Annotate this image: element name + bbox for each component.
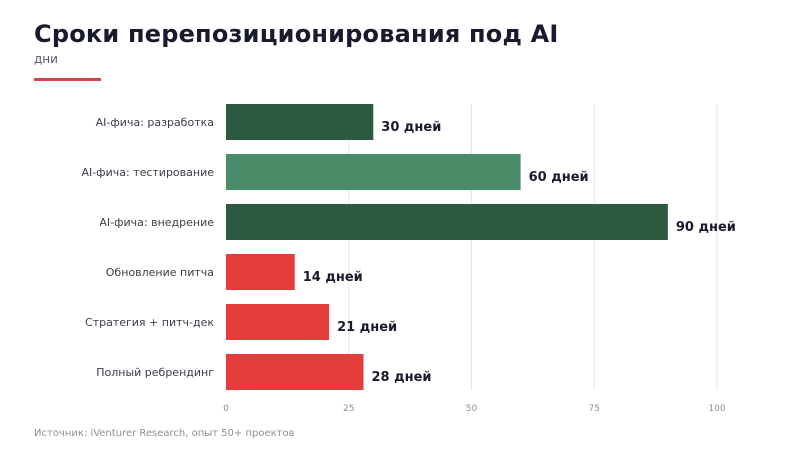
value-label: 28 дней: [371, 370, 431, 385]
bar: [226, 254, 295, 290]
x-axis-ticks: 0 25 50 75 100: [223, 404, 726, 414]
category-label: AI-фича: разработка: [96, 116, 214, 129]
x-tick-label: 0: [223, 404, 229, 414]
value-label: 21 дней: [337, 320, 397, 335]
value-label: 14 дней: [303, 270, 363, 285]
category-label: Стратегия + питч-дек: [85, 316, 214, 329]
bar: [226, 354, 364, 390]
bar: [226, 304, 330, 340]
value-labels: 30 дней 60 дней 90 дней 14 дней 21 дней 28 дн…: [303, 120, 736, 385]
bar: [226, 104, 374, 140]
x-tick-label: 25: [343, 404, 354, 414]
category-label: Обновление питча: [106, 266, 214, 279]
value-label: 30 дней: [381, 120, 441, 135]
bars: [226, 104, 668, 390]
x-tick-label: 75: [589, 404, 600, 414]
category-label: AI-фича: тестирование: [81, 166, 214, 179]
x-tick-label: 100: [708, 404, 725, 414]
category-label: Полный ребрендинг: [96, 366, 214, 379]
x-tick-label: 50: [466, 404, 478, 414]
chart-subtitle: дни: [34, 52, 58, 66]
category-labels: AI-фича: разработка AI-фича: тестирование…: [81, 116, 214, 379]
chart-title: Сроки перепозиционирования под AI: [34, 20, 559, 48]
bar: [226, 154, 521, 190]
value-label: 60 дней: [529, 170, 589, 185]
title-accent-line: [34, 78, 101, 81]
bar: [226, 204, 668, 240]
value-label: 90 дней: [676, 220, 736, 235]
grid-lines: [348, 104, 718, 390]
category-label: AI-фича: внедрение: [99, 216, 214, 229]
source-note: Источник: iVenturer Research, опыт 50+ п…: [34, 428, 295, 439]
